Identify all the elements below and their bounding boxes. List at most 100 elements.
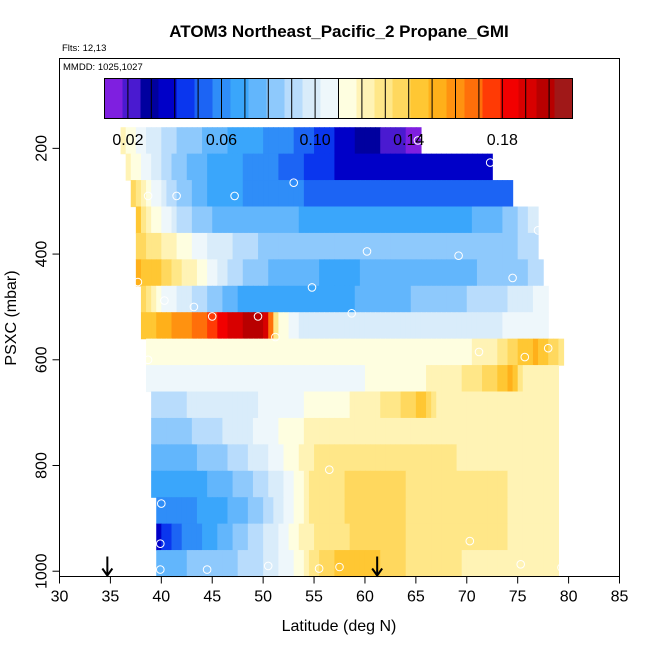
heatmap-cell (497, 338, 504, 366)
heatmap-cell (375, 444, 381, 472)
heatmap-cell (212, 206, 218, 234)
heatmap-cell (466, 285, 473, 313)
heatmap-cell (456, 285, 463, 313)
heatmap-cell (181, 312, 188, 340)
heatmap-cell (466, 153, 473, 181)
heatmap-cell (258, 497, 264, 525)
heatmap-cell (543, 338, 549, 366)
colorbar-swatch (104, 78, 123, 119)
heatmap-cell (196, 312, 203, 340)
heatmap-cell (400, 497, 407, 525)
heatmap-cell (258, 206, 264, 234)
heatmap-cell (426, 444, 432, 472)
colorbar-swatch (122, 78, 141, 119)
heatmap-cell (278, 259, 285, 287)
heatmap-cell (258, 232, 264, 260)
heatmap-cell (476, 259, 483, 287)
heatmap-cell (222, 127, 229, 155)
heatmap-cell (370, 365, 376, 393)
heatmap-cell (186, 523, 193, 551)
heatmap-cell (263, 180, 269, 208)
heatmap-cell (146, 338, 152, 366)
heatmap-cell (512, 550, 519, 578)
heatmap-cell (354, 285, 361, 313)
heatmap-cell (283, 365, 290, 393)
heatmap-cell (436, 312, 442, 340)
heatmap-cell (349, 470, 356, 498)
heatmap-cell (339, 391, 346, 419)
heatmap-cell (242, 391, 249, 419)
heatmap-cell (227, 206, 234, 234)
heatmap-cell (390, 497, 397, 525)
heatmap-cell (273, 206, 280, 234)
heatmap-cell (364, 153, 371, 181)
heatmap-cell (186, 550, 193, 578)
colorbar-frame (104, 78, 573, 119)
heatmap-cell (161, 153, 168, 181)
observation-point (314, 564, 324, 573)
heatmap-cell (431, 444, 437, 472)
heatmap-cell (334, 285, 341, 313)
heatmap-cell (283, 550, 290, 578)
heatmap-cell (405, 259, 412, 287)
heatmap-cell (548, 444, 554, 472)
heatmap-cell (527, 312, 534, 340)
heatmap-cell (263, 127, 269, 155)
heatmap-cell (329, 285, 336, 313)
heatmap-cell (181, 417, 188, 445)
heatmap-cell (308, 523, 315, 551)
heatmap-cell (237, 259, 244, 287)
observation-point (157, 499, 166, 508)
heatmap-cell (288, 127, 295, 155)
heatmap-cell (507, 444, 514, 472)
heatmap-cell (283, 232, 290, 260)
colorbar-tick-labels: 0.02 0.06 0.10 0.14 0.18 (112, 132, 518, 149)
heatmap-cell (186, 153, 193, 181)
heatmap-cell (375, 206, 381, 234)
heatmap-cell (202, 391, 208, 419)
heatmap-cell (283, 444, 290, 472)
heatmap-cell (237, 550, 244, 578)
heatmap-cell (553, 550, 560, 578)
heatmap-cell (420, 550, 427, 578)
heatmap-cell (380, 391, 386, 419)
heatmap-cell (181, 365, 188, 393)
heatmap-cell (517, 338, 524, 366)
heatmap-cell (252, 417, 259, 445)
heatmap-cell (298, 338, 305, 366)
heatmap-cell (482, 523, 488, 551)
heatmap-cell (471, 523, 478, 551)
heatmap-cell (202, 206, 208, 234)
heatmap-cell (538, 523, 544, 551)
heatmap-cell (451, 523, 458, 551)
heatmap-cell (487, 153, 493, 181)
heatmap-cell (405, 417, 412, 445)
heatmap-cell (151, 417, 157, 445)
heatmap-cell (548, 365, 554, 393)
heatmap-cell (298, 206, 305, 234)
colorbar (104, 78, 573, 119)
heatmap-cell (375, 232, 381, 260)
colorbar-swatch (500, 78, 519, 119)
heatmap-cell (385, 312, 392, 340)
heatmap-cell (227, 497, 234, 525)
heatmap-cell (512, 365, 519, 393)
heatmap-cell (507, 497, 514, 525)
heatmap-cell (329, 232, 336, 260)
heatmap-cell (522, 497, 529, 525)
heatmap-cell (512, 497, 519, 525)
heatmap-cell (492, 206, 498, 234)
heatmap-cell (263, 470, 269, 498)
heatmap-cell (288, 550, 295, 578)
heatmap-cell (461, 312, 468, 340)
heatmap-cell (538, 550, 544, 578)
heatmap-cell (196, 338, 203, 366)
heatmap-cell (324, 497, 330, 525)
heatmap-cell (461, 180, 468, 208)
heatmap-cell (461, 497, 468, 525)
heatmap-cell (334, 153, 341, 181)
heatmap-cell (415, 365, 422, 393)
heatmap-cell (349, 391, 356, 419)
heatmap-cell (273, 232, 280, 260)
heatmap-cell (217, 206, 224, 234)
